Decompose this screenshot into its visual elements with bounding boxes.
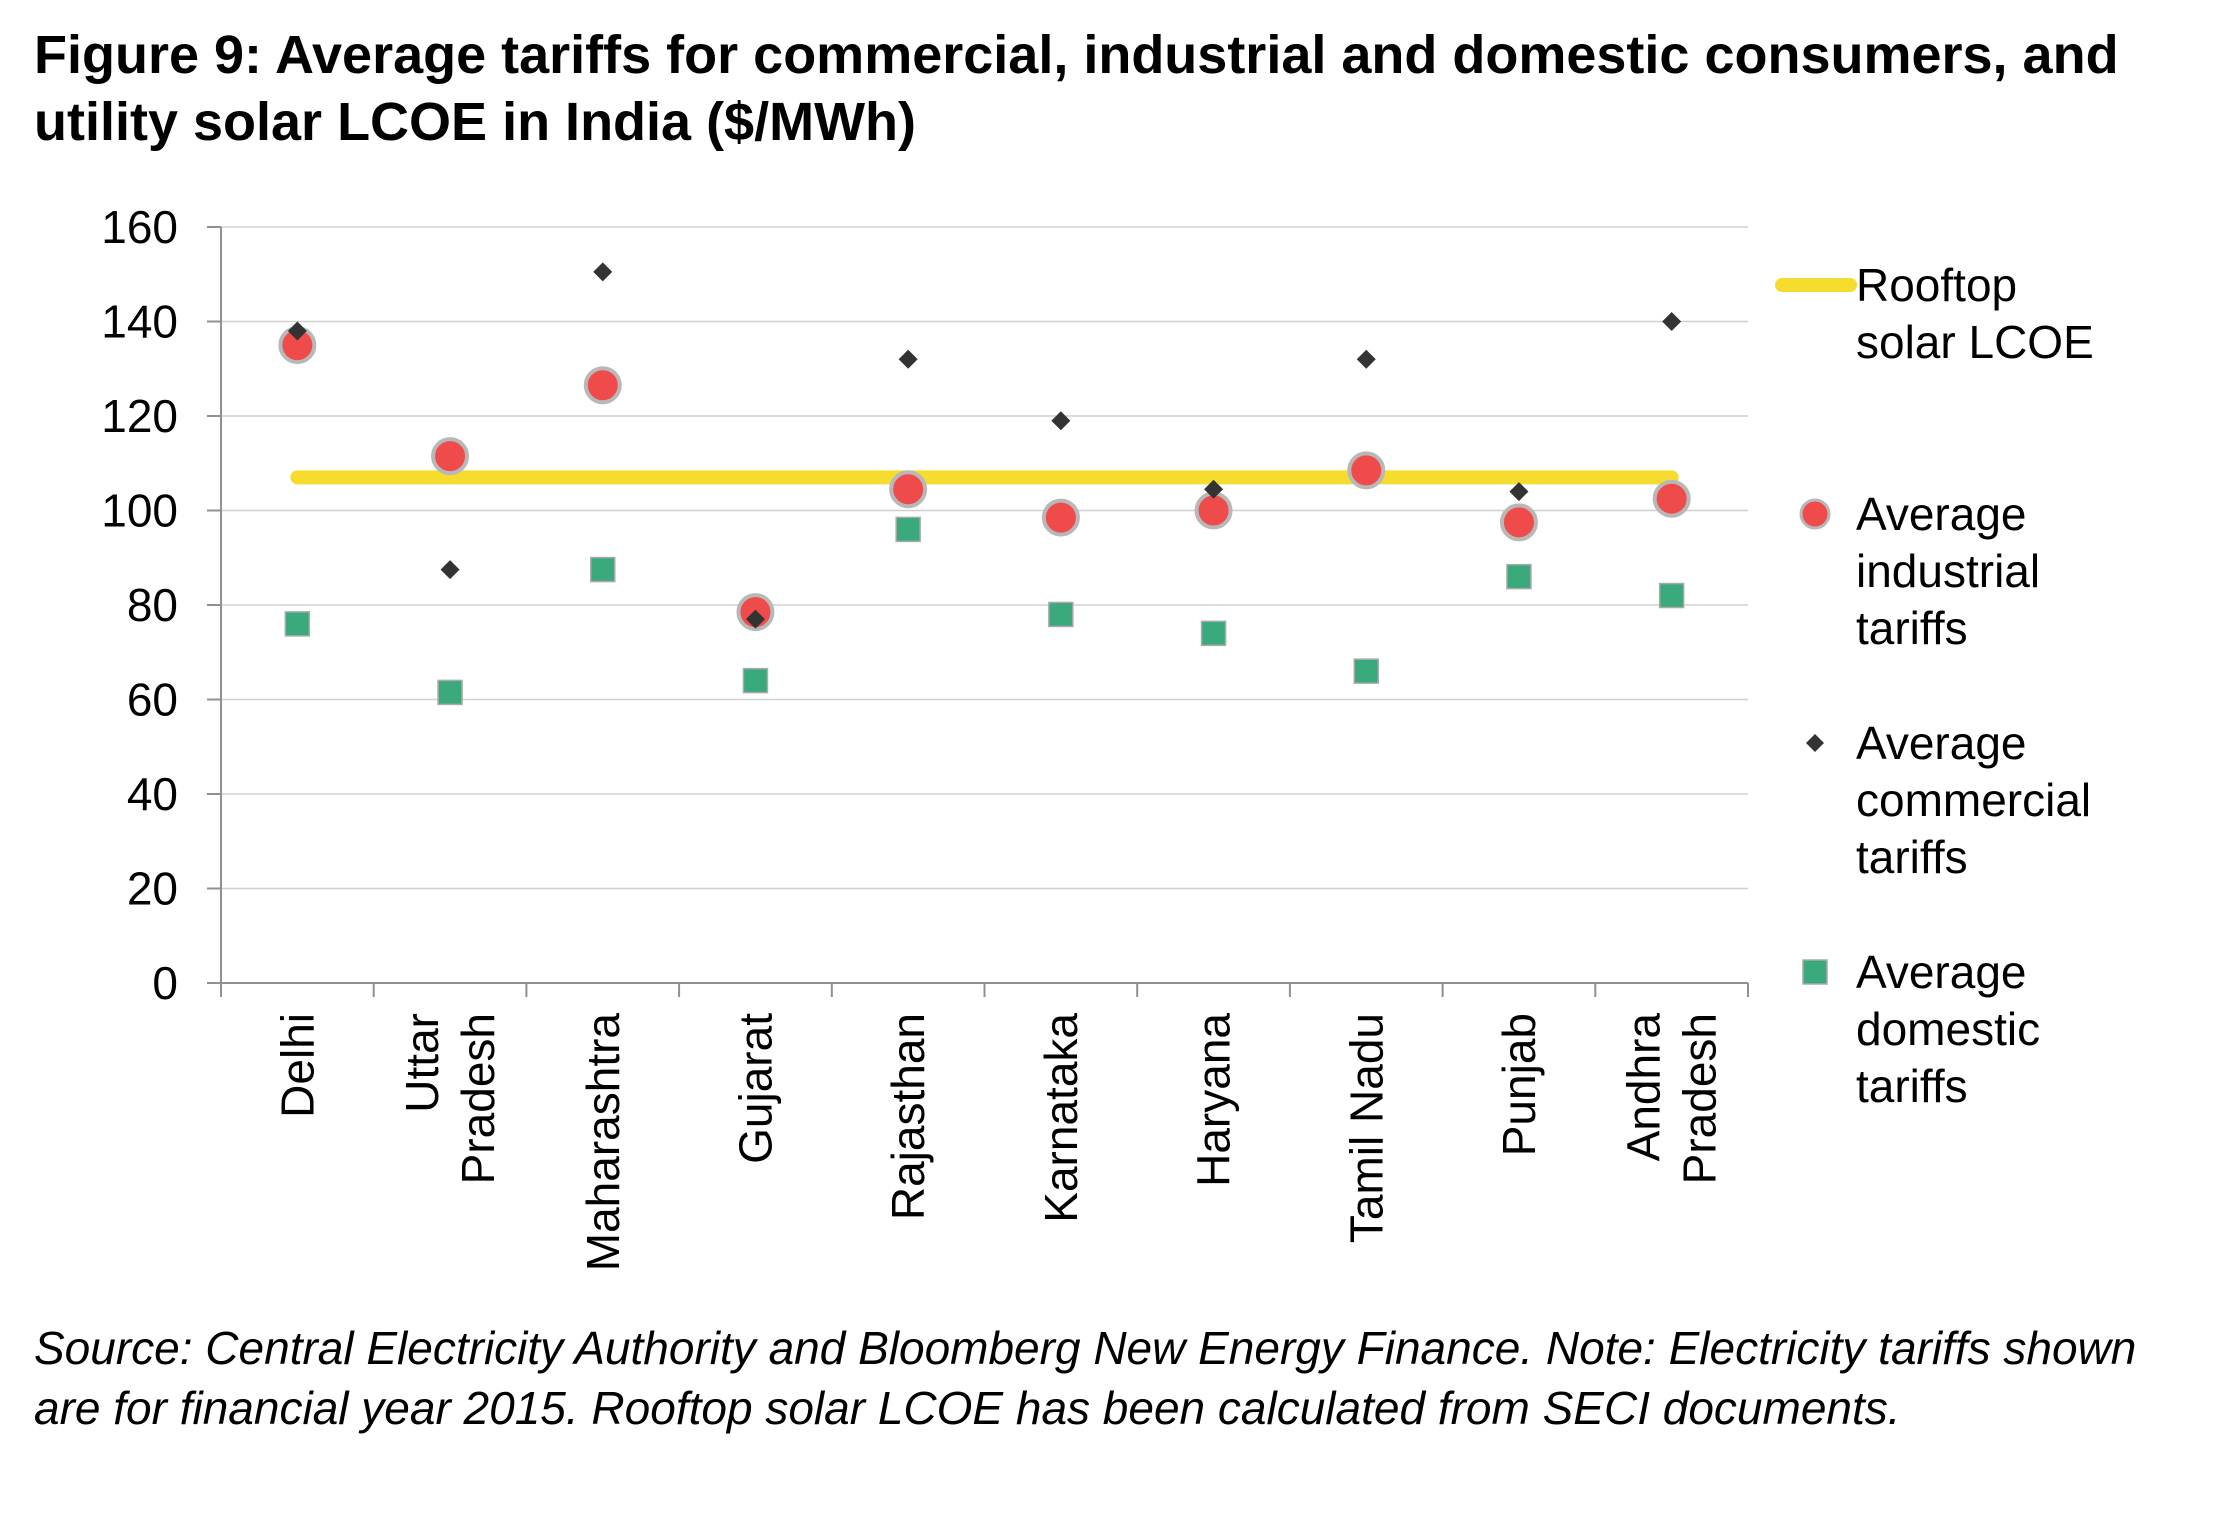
industrial-tariff-point bbox=[583, 366, 622, 405]
x-category-label: Tamil Nadu bbox=[1340, 1013, 1392, 1243]
gridlines bbox=[221, 226, 1748, 890]
domestic-tariff-point bbox=[1353, 658, 1379, 684]
industrial-tariff-point bbox=[1347, 451, 1386, 490]
domestic-tariff-point bbox=[590, 556, 616, 583]
x-category-label: Punjab bbox=[1493, 1013, 1545, 1156]
legend-label: Rooftop bbox=[1856, 259, 2017, 311]
domestic-tariff-point bbox=[1658, 582, 1685, 609]
commercial-tariff-point bbox=[1509, 482, 1529, 502]
x-category-label: Rajasthan bbox=[882, 1013, 934, 1220]
industrial-tariff-point bbox=[1041, 498, 1080, 537]
commercial-tariff-point bbox=[745, 609, 765, 629]
legend-swatch-square bbox=[1802, 959, 1828, 985]
commercial-tariff-point bbox=[898, 349, 918, 369]
y-tick-label: 80 bbox=[127, 579, 178, 631]
domestic-tariff-point bbox=[284, 611, 311, 637]
legend-label: Average bbox=[1856, 946, 2027, 998]
x-category-label: Karnataka bbox=[1035, 1013, 1087, 1223]
legend-label: tariffs bbox=[1856, 602, 1968, 654]
x-axis-category-labels: Delhi Uttar Pradesh Maharashtra Gujarat Rajas… bbox=[271, 1013, 1725, 1272]
commercial-tariff-point bbox=[1662, 312, 1682, 331]
x-category-label: Gujarat bbox=[729, 1013, 781, 1164]
industrial-tariff-point bbox=[1499, 503, 1538, 542]
legend-label: domestic bbox=[1856, 1003, 2040, 1055]
chart-title: Figure 9: Average tariffs for commercial… bbox=[34, 25, 2119, 152]
domestic-tariff-point bbox=[437, 679, 463, 706]
legend-label: solar LCOE bbox=[1856, 316, 2094, 368]
x-category-label: Uttar bbox=[396, 1013, 448, 1113]
commercial-tariff-point bbox=[1204, 479, 1224, 499]
industrial-tariff-point bbox=[431, 437, 470, 476]
legend-label: tariffs bbox=[1856, 1060, 1968, 1112]
y-tick-label: 140 bbox=[101, 296, 178, 348]
y-axis-tick-labels: 0 20 40 60 80 100 120 140 160 bbox=[101, 201, 178, 1009]
y-tick-label: 160 bbox=[101, 201, 178, 253]
legend-label: Average bbox=[1856, 488, 2027, 540]
y-tick-label: 100 bbox=[101, 485, 178, 537]
commercial-tariff-point bbox=[440, 560, 460, 580]
domestic-tariff-point bbox=[1048, 601, 1074, 628]
commercial-tariff-point bbox=[287, 321, 307, 341]
commercial-tariff-point bbox=[1051, 411, 1071, 431]
domestic-tariff-point bbox=[742, 667, 769, 694]
x-category-label: Delhi bbox=[271, 1013, 323, 1118]
x-category-label: Maharashtra bbox=[577, 1013, 629, 1272]
x-category-label: Pradesh bbox=[1674, 1013, 1726, 1184]
domestic-tariff-point bbox=[895, 516, 921, 543]
chart-marks bbox=[278, 262, 1691, 706]
domestic-tariff-point bbox=[1200, 620, 1227, 647]
y-tick-label: 40 bbox=[127, 768, 178, 820]
y-tick-label: 60 bbox=[127, 674, 178, 726]
industrial-tariff-point bbox=[889, 470, 928, 509]
source-note: Source: Central Electricity Authority an… bbox=[34, 1322, 2137, 1434]
legend-label: commercial bbox=[1856, 774, 2091, 826]
legend-label: tariffs bbox=[1856, 831, 1968, 883]
commercial-tariff-point bbox=[1356, 349, 1376, 369]
legend-swatch-circle bbox=[1799, 498, 1831, 530]
x-category-label: Andhra bbox=[1618, 1013, 1670, 1162]
commercial-tariff-point bbox=[593, 262, 613, 282]
industrial-tariff-point bbox=[1652, 479, 1691, 518]
axes bbox=[207, 226, 1749, 997]
y-tick-label: 120 bbox=[101, 390, 178, 442]
domestic-tariff-point bbox=[1506, 563, 1532, 590]
legend-swatch-diamond bbox=[1806, 734, 1824, 752]
y-tick-label: 0 bbox=[152, 957, 178, 1009]
y-tick-label: 20 bbox=[127, 863, 178, 915]
legend-label: industrial bbox=[1856, 545, 2040, 597]
legend-label: Average bbox=[1856, 717, 2027, 769]
x-category-label: Haryana bbox=[1188, 1013, 1240, 1187]
x-category-label: Pradesh bbox=[452, 1013, 504, 1184]
